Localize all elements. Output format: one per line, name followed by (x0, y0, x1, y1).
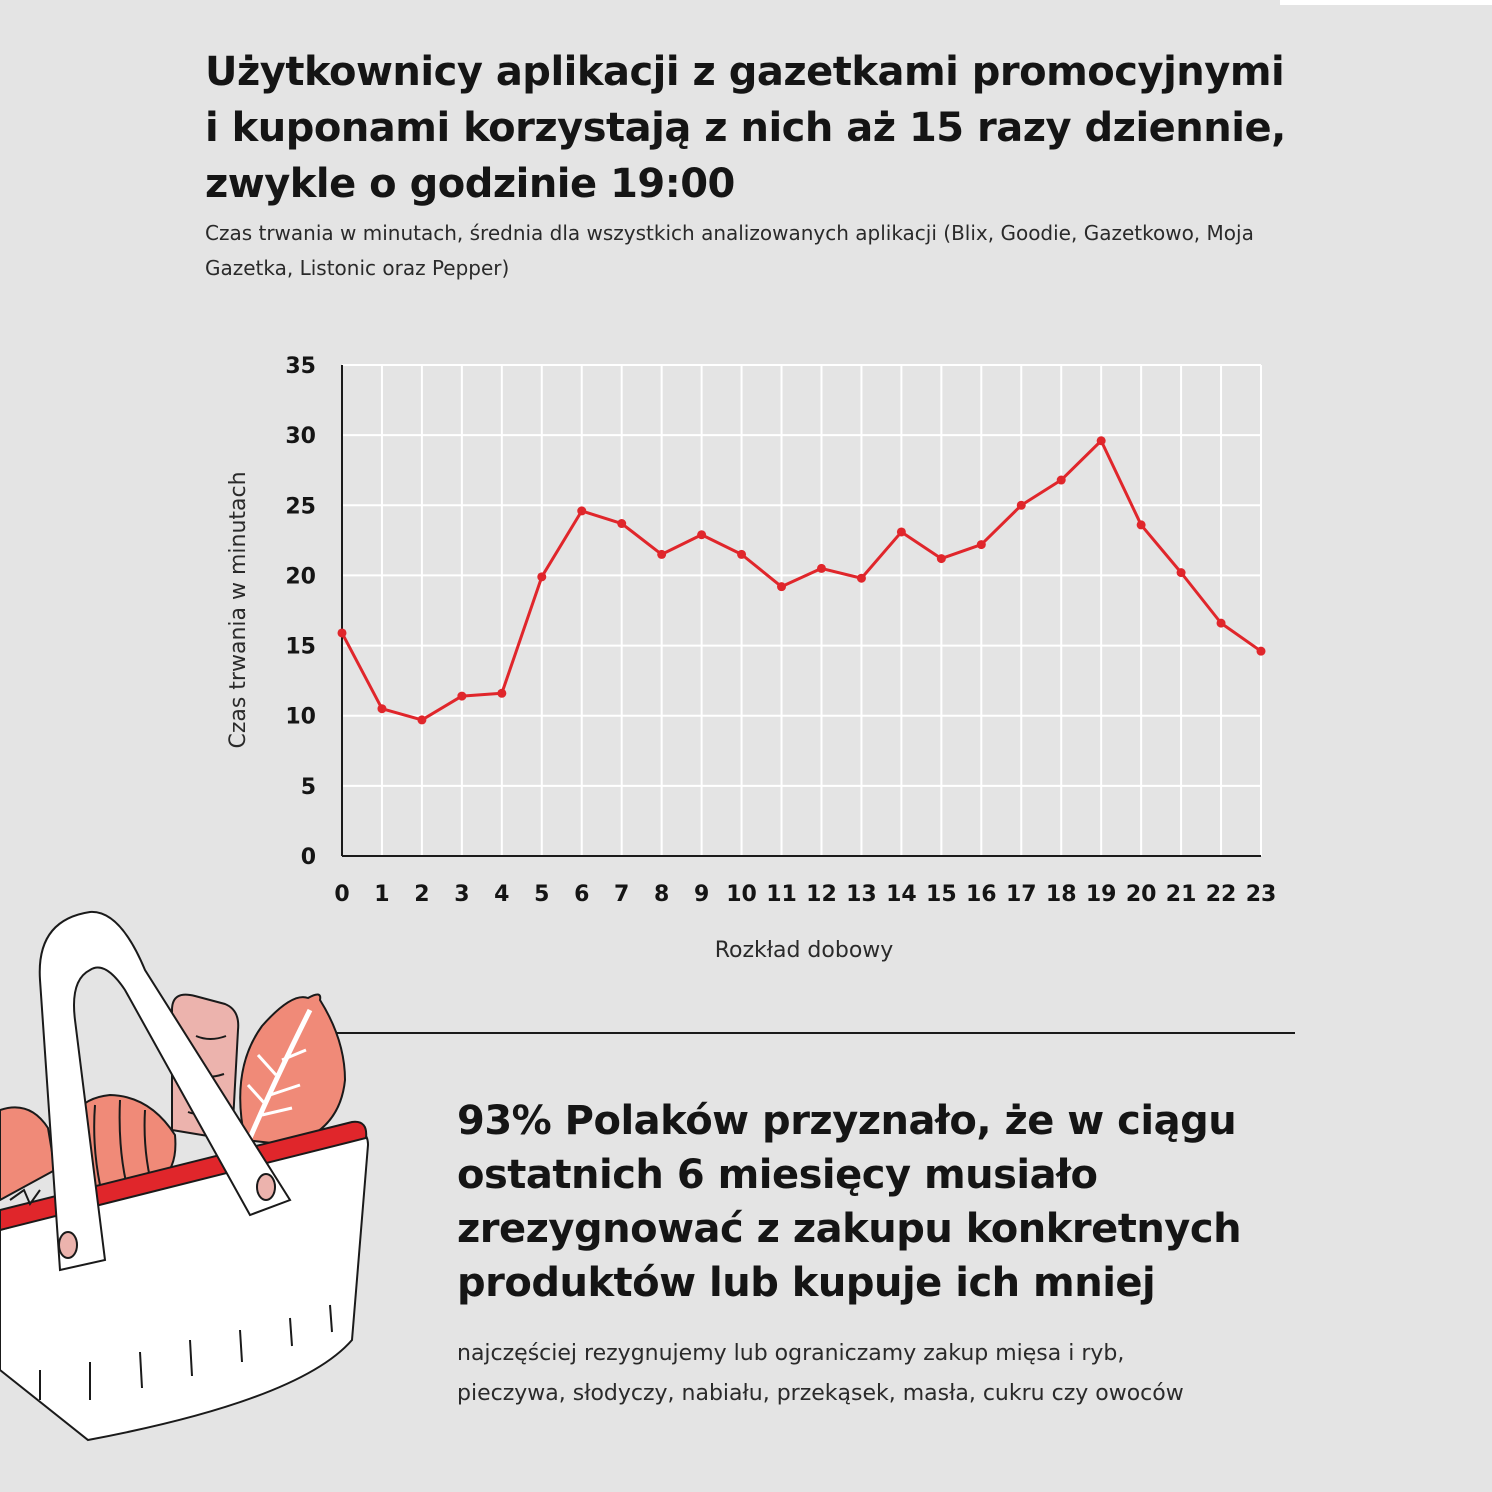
data-point (856, 573, 866, 583)
x-tick-label: 18 (1046, 882, 1077, 907)
data-point (1216, 618, 1226, 628)
shopping-basket-icon (0, 910, 370, 1442)
x-tick-label: 8 (654, 882, 669, 907)
chart-subtitle: Czas trwania w minutach, średnia dla wsz… (205, 216, 1315, 286)
y-tick-label: 30 (285, 424, 316, 449)
stat-note-line: najczęściej rezygnujemy lub ograniczamy … (457, 1341, 1125, 1366)
data-point (1256, 646, 1266, 656)
data-point (457, 691, 467, 701)
section-divider (330, 1032, 1295, 1034)
corner-tab (1280, 0, 1492, 5)
data-point (976, 540, 986, 550)
page-title: Użytkownicy aplikacji z gazetkami promoc… (205, 44, 1305, 212)
data-point (577, 506, 587, 516)
title-line: Użytkownicy aplikacji z gazetkami promoc… (205, 49, 1285, 95)
stat-heading-line: zrezygnować z zakupu konkretnych (457, 1206, 1242, 1252)
x-tick-label: 12 (806, 882, 837, 907)
data-point (1016, 500, 1026, 510)
data-point (1056, 475, 1066, 485)
data-point (1136, 520, 1146, 530)
y-tick-labels: 0 5 10 15 20 25 30 35 (285, 354, 316, 870)
x-tick-label: 0 (334, 882, 349, 907)
x-tick-label: 13 (846, 882, 877, 907)
subtitle-line: Gazetka, Listonic oraz Pepper) (205, 256, 510, 280)
x-tick-label: 21 (1166, 882, 1197, 907)
x-tick-label: 19 (1086, 882, 1117, 907)
data-points (337, 436, 1266, 725)
leaf-icon (239, 993, 347, 1147)
y-tick-label: 5 (301, 775, 316, 800)
x-tick-label: 5 (534, 882, 549, 907)
title-line: i kuponami korzystają z nich aż 15 razy … (205, 105, 1286, 151)
stat-heading: 93% Polaków przyznało, że w ciągu ostatn… (457, 1094, 1457, 1310)
series-line (340, 439, 1262, 722)
x-tick-label: 11 (766, 882, 797, 907)
y-tick-label: 0 (301, 845, 316, 870)
x-tick-label: 4 (494, 882, 509, 907)
data-point (1096, 436, 1106, 446)
chart-grid (342, 364, 1262, 856)
x-tick-label: 1 (374, 882, 389, 907)
chart-axes (341, 365, 1261, 857)
data-point (777, 582, 787, 592)
stat-note: najczęściej rezygnujemy lub ograniczamy … (457, 1334, 1457, 1414)
y-tick-label: 10 (285, 705, 316, 730)
x-tick-label: 3 (454, 882, 469, 907)
y-tick-label: 25 (285, 494, 316, 519)
stat-note-line: pieczywa, słodyczy, nabiału, przekąsek, … (457, 1381, 1184, 1406)
x-tick-label: 7 (614, 882, 629, 907)
basket-handle (38, 910, 292, 1272)
x-tick-label: 22 (1206, 882, 1237, 907)
data-point (936, 554, 946, 564)
data-point (816, 563, 826, 573)
x-tick-labels: 0 1 2 3 4 5 6 7 8 9 10 11 12 13 14 15 16 17 18 19 20 21 22 23 (334, 882, 1276, 907)
x-tick-label: 23 (1246, 882, 1277, 907)
salmon-icon (0, 1106, 57, 1202)
data-point (617, 519, 627, 529)
title-line: zwykle o godzinie 19:00 (205, 161, 735, 207)
data-point (896, 527, 906, 537)
data-point (377, 704, 387, 714)
x-tick-label: 15 (926, 882, 957, 907)
stat-heading-line: produktów lub kupuje ich mniej (457, 1260, 1156, 1306)
x-tick-label: 9 (694, 882, 709, 907)
x-tick-label: 16 (966, 882, 997, 907)
y-axis-label: Czas trwania w minutach (226, 471, 251, 748)
data-point (537, 572, 547, 582)
subtitle-line: Czas trwania w minutach, średnia dla wsz… (205, 221, 1254, 245)
x-tick-label: 2 (414, 882, 429, 907)
data-point (737, 549, 747, 559)
y-tick-label: 35 (285, 354, 316, 379)
data-point (657, 549, 667, 559)
x-tick-label: 10 (726, 882, 757, 907)
x-tick-label: 20 (1126, 882, 1157, 907)
stat-heading-line: ostatnich 6 miesięcy musiało (457, 1152, 1098, 1198)
x-tick-label: 6 (574, 882, 589, 907)
x-axis-label: Rozkład dobowy (715, 938, 894, 963)
x-tick-label: 14 (886, 882, 917, 907)
y-tick-label: 20 (285, 564, 316, 589)
data-point (497, 688, 507, 698)
data-point (697, 530, 707, 540)
x-tick-label: 17 (1006, 882, 1037, 907)
y-tick-label: 15 (285, 635, 316, 660)
data-point (337, 628, 347, 638)
data-point (1176, 568, 1186, 578)
stat-heading-line: 93% Polaków przyznało, że w ciągu (457, 1098, 1237, 1144)
data-point (417, 715, 427, 725)
